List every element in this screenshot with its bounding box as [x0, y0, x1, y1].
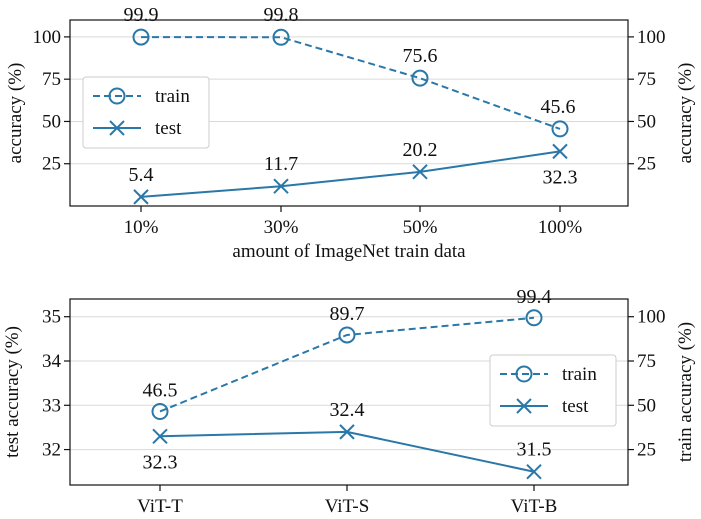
data-label-train: 75.6	[403, 45, 438, 67]
data-point-test	[552, 143, 568, 160]
y-right-tick-label: 100	[637, 27, 666, 48]
x-tick-label: 10%	[124, 217, 159, 238]
legend-label-test: test	[562, 396, 589, 417]
plot-frame	[69, 298, 629, 486]
legend-marker-train	[515, 365, 533, 383]
data-label-train: 99.4	[517, 286, 552, 308]
data-label-test: 32.4	[330, 399, 365, 421]
data-point-test	[526, 464, 542, 480]
data-label-train: 99.9	[124, 4, 159, 26]
data-point-test	[339, 424, 355, 440]
y-tick-label: 50	[42, 111, 61, 132]
y-tick-label: 33	[42, 395, 61, 416]
data-label-test: 5.4	[129, 164, 154, 186]
y-right-tick-label: 25	[637, 154, 656, 175]
y-right-tick-label: 100	[637, 307, 666, 328]
y-axis-label-left: accuracy (%)	[5, 63, 26, 164]
chart-2	[64, 298, 634, 491]
y-tick-label: 35	[42, 307, 61, 328]
data-label-train: 46.5	[143, 379, 178, 401]
series-line-train	[140, 36, 561, 130]
data-point-train	[525, 309, 543, 327]
legend-marker-test	[109, 120, 125, 136]
data-point-test	[412, 164, 428, 180]
y-right-tick-label: 75	[637, 69, 656, 90]
data-label-test: 32.3	[543, 166, 578, 188]
y-tick-label: 32	[42, 440, 61, 461]
data-point-train	[272, 28, 290, 46]
y-axis-label-right: accuracy (%)	[675, 63, 696, 164]
x-tick-label: 50%	[403, 217, 438, 238]
data-label-train: 89.7	[330, 303, 365, 325]
data-point-test	[273, 178, 289, 194]
series-line-test	[140, 150, 561, 198]
legend-marker-test	[516, 398, 532, 414]
x-tick-label: ViT-T	[137, 496, 183, 517]
legend-box	[489, 354, 617, 427]
data-label-test: 31.5	[517, 439, 552, 461]
data-point-test	[133, 189, 149, 205]
x-axis-label: amount of ImageNet train data	[232, 241, 466, 262]
legend-marker-train	[108, 87, 126, 105]
series-line-test	[159, 430, 535, 473]
series-line-train	[159, 316, 535, 413]
chart-1	[64, 19, 634, 212]
y-tick-label: 100	[33, 27, 62, 48]
legend-box	[82, 76, 210, 149]
y-tick-label: 34	[42, 351, 62, 372]
x-tick-label: 30%	[264, 217, 299, 238]
y-right-tick-label: 50	[637, 395, 656, 416]
y-tick-label: 75	[42, 69, 61, 90]
y-axis-label-right: train accuracy (%)	[675, 322, 696, 462]
data-label-train: 99.8	[264, 4, 299, 26]
y-right-tick-label: 75	[637, 351, 656, 372]
data-point-train	[151, 402, 169, 420]
y-tick-label: 25	[42, 154, 61, 175]
data-label-test: 32.3	[143, 451, 178, 473]
y-right-tick-label: 50	[637, 111, 656, 132]
data-point-train	[338, 326, 356, 344]
data-label-test: 11.7	[264, 153, 298, 175]
y-right-tick-label: 25	[637, 440, 656, 461]
legend-label-test: test	[155, 118, 182, 139]
data-point-train	[551, 120, 569, 138]
x-tick-label: ViT-S	[325, 496, 370, 517]
data-point-train	[132, 28, 150, 46]
data-point-test	[152, 428, 168, 444]
x-tick-label: 100%	[538, 217, 583, 238]
legend-label-train: train	[562, 364, 597, 385]
data-label-train: 45.6	[541, 96, 576, 118]
legend-label-train: train	[155, 86, 190, 107]
y-axis-label-left: test accuracy (%)	[2, 326, 23, 458]
plot-frame	[69, 19, 629, 207]
data-point-train	[411, 69, 429, 87]
x-tick-label: ViT-B	[511, 496, 558, 517]
data-label-test: 20.2	[403, 139, 438, 161]
